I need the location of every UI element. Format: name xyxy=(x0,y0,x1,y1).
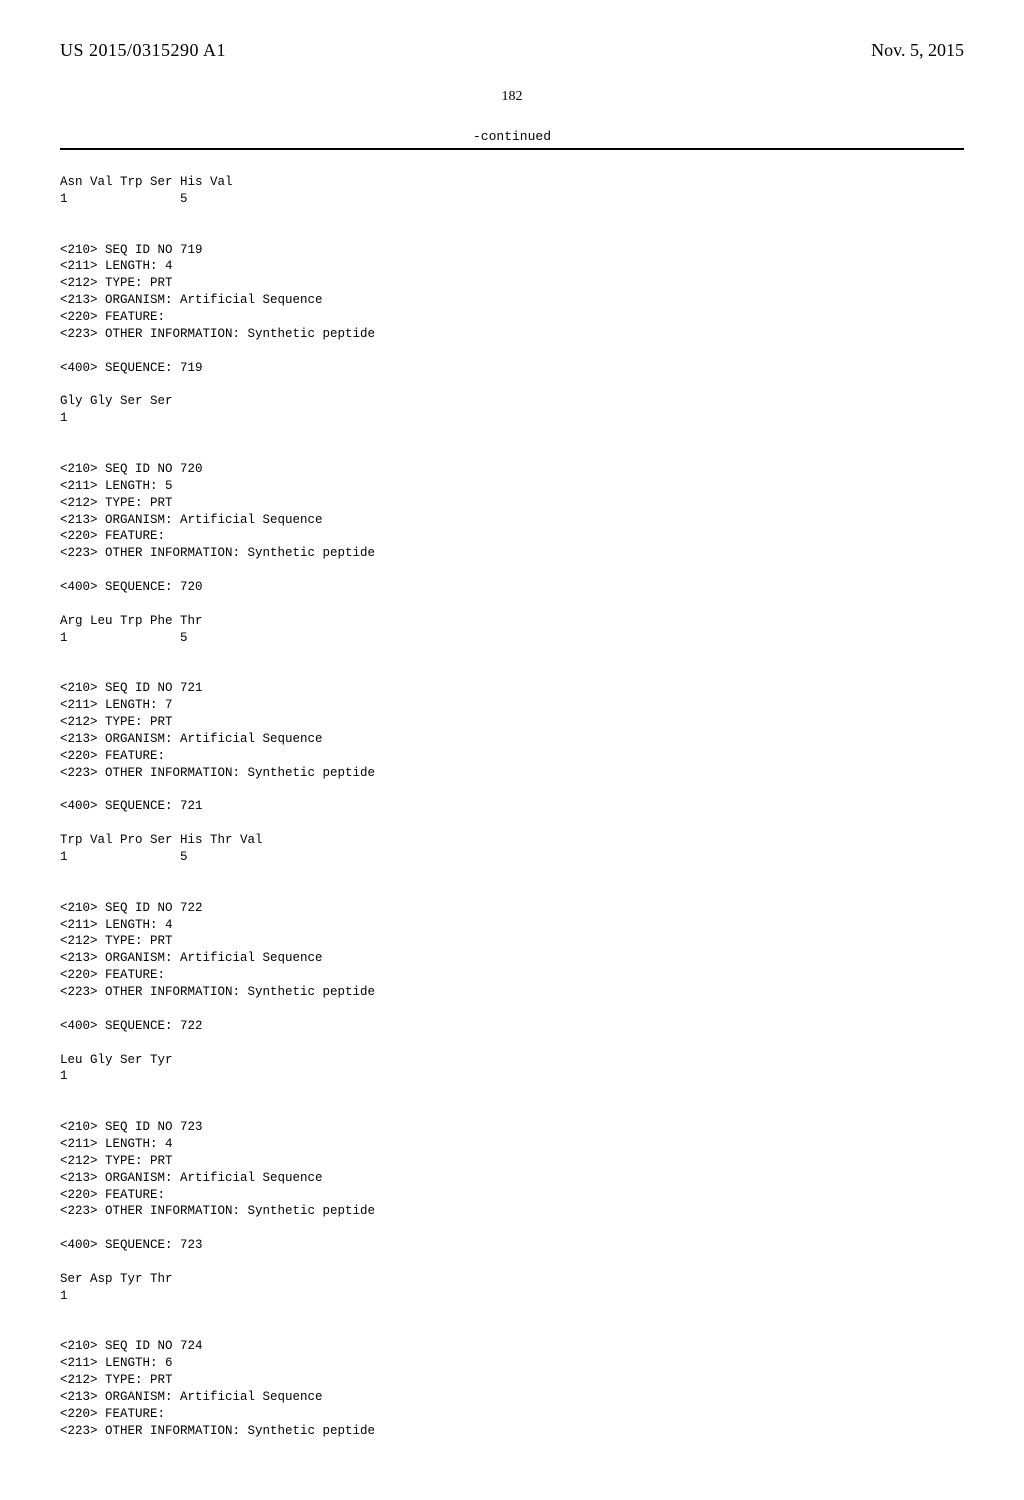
divider xyxy=(60,148,964,150)
page-header: US 2015/0315290 A1 Nov. 5, 2015 xyxy=(60,40,964,61)
publication-date: Nov. 5, 2015 xyxy=(871,40,964,61)
sequence-listing: Asn Val Trp Ser His Val 1 5 <210> SEQ ID… xyxy=(60,174,964,1440)
publication-number: US 2015/0315290 A1 xyxy=(60,40,226,61)
continued-label: -continued xyxy=(60,129,964,144)
page-number: 182 xyxy=(60,89,964,105)
